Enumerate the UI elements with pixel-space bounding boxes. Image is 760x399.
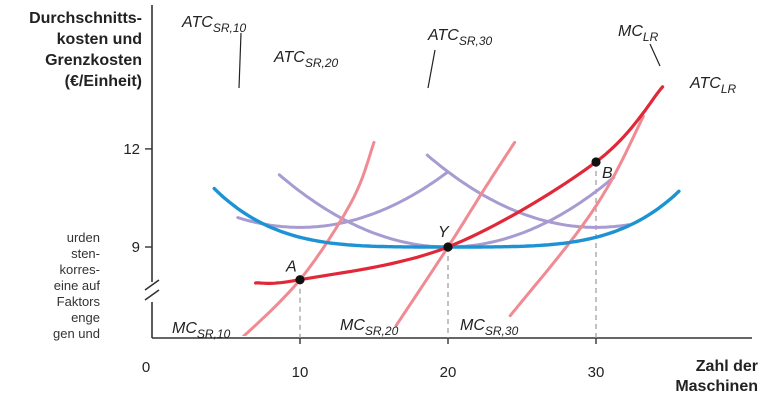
- side-caption-fragment: urden sten- korres- eine auf Faktors eng…: [53, 230, 100, 341]
- curve-mc-lr: [254, 85, 665, 285]
- point-b: [591, 157, 601, 167]
- curve-atc-sr-30: [425, 153, 631, 229]
- point-label-a: A: [285, 259, 297, 276]
- label-mc-lr: MCLR: [618, 23, 659, 44]
- label-atc-lr: ATCLR: [689, 75, 736, 96]
- axis-break-mark: [144, 279, 160, 301]
- point-a: [295, 275, 305, 285]
- label-atc-sr-10: ATCSR,10: [181, 14, 246, 35]
- label-leader: [427, 49, 436, 89]
- y-tick-label: 9: [132, 239, 140, 256]
- point-y: [443, 242, 453, 252]
- curves-group: [212, 85, 681, 336]
- origin-label: 0: [142, 359, 150, 376]
- label-atc-sr-20: ATCSR,20: [273, 49, 338, 70]
- point-label-y: Y: [438, 224, 450, 241]
- x-tick-label: 10: [292, 364, 309, 381]
- label-atc-sr-30: ATCSR,30: [427, 27, 492, 48]
- label-mc-sr-30: MCSR,30: [460, 317, 519, 338]
- x-tick-label: 20: [440, 364, 457, 381]
- label-mc-sr-10: MCSR,10: [172, 320, 231, 341]
- label-leader: [649, 43, 661, 67]
- y-axis-label: Durchschnitts- kosten und Grenzkosten (€…: [29, 10, 142, 90]
- x-axis-label: Zahl der Maschinen: [675, 358, 758, 395]
- curve-mc-sr-20: [394, 140, 517, 327]
- label-mc-sr-20: MCSR,20: [340, 317, 399, 338]
- curve-mc-sr-30: [508, 114, 645, 318]
- y-tick-label: 12: [123, 141, 140, 158]
- point-label-b: B: [602, 165, 613, 182]
- curve-mc-sr-10: [241, 140, 376, 336]
- curve-atc-sr-10: [236, 170, 450, 229]
- x-tick-label: 30: [588, 364, 605, 381]
- label-leader: [238, 32, 242, 89]
